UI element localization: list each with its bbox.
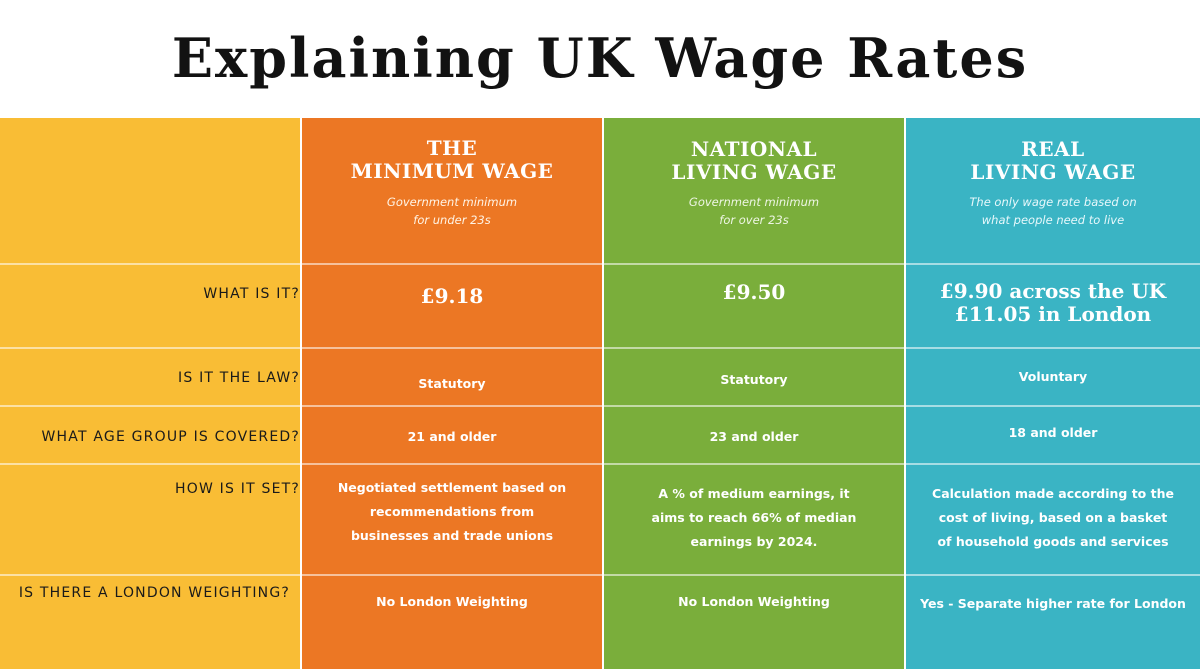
how-set-text: Negotiated settlement based on recommend… xyxy=(337,480,567,543)
row-divider xyxy=(0,405,1200,407)
how-set-text: Calculation made according to the cost o… xyxy=(932,486,1174,549)
column-subtitle-line2: for over 23s xyxy=(719,213,789,227)
rate-value-london: £11.05 in London xyxy=(954,302,1152,326)
row-divider xyxy=(0,347,1200,349)
how-set-text: A % of medium earnings, it aims to reach… xyxy=(651,486,857,549)
column-title-line2: LIVING WAGE xyxy=(671,160,837,184)
row-label-age-group: WHAT AGE GROUP IS COVERED? xyxy=(41,429,300,445)
column-subtitle-line2: for under 23s xyxy=(413,213,491,227)
law-status: Statutory xyxy=(418,376,486,391)
row-divider xyxy=(0,463,1200,465)
rate-value: £9.18 xyxy=(420,284,484,308)
law-status: Statutory xyxy=(720,372,788,387)
rate-value-uk: £9.90 across the UK xyxy=(939,279,1167,303)
row-label-column: WHAT IS IT? IS IT THE LAW? WHAT AGE GROU… xyxy=(0,118,300,669)
column-subtitle-line2: what people need to live xyxy=(981,213,1125,227)
column-subtitle-line1: Government minimum xyxy=(386,195,518,209)
national-living-wage-column: NATIONAL LIVING WAGE Government minimum … xyxy=(604,118,904,669)
row-divider xyxy=(0,574,1200,576)
column-subtitle-line1: The only wage rate based on xyxy=(969,195,1137,209)
row-divider xyxy=(0,263,1200,265)
london-weighting: No London Weighting xyxy=(678,594,830,609)
age-group: 23 and older xyxy=(709,429,799,444)
row-label-is-it-law: IS IT THE LAW? xyxy=(178,370,300,386)
row-label-london-weighting: IS THERE A LONDON WEIGHTING? xyxy=(18,585,290,601)
page-title: Explaining UK Wage Rates xyxy=(171,26,1029,90)
age-group: 21 and older xyxy=(407,429,497,444)
london-weighting: Yes - Separate higher rate for London xyxy=(920,596,1186,611)
column-title-line2: LIVING WAGE xyxy=(970,160,1136,184)
law-status: Voluntary xyxy=(1018,369,1088,384)
real-living-wage-column: REAL LIVING WAGE The only wage rate base… xyxy=(906,118,1200,669)
minimum-wage-column: THE MINIMUM WAGE Government minimum for … xyxy=(302,118,602,669)
column-title-line1: THE xyxy=(426,136,478,160)
rate-value: £9.50 xyxy=(722,280,786,304)
column-title-line1: NATIONAL xyxy=(690,137,818,161)
london-weighting: No London Weighting xyxy=(376,594,528,609)
row-label-what-is-it: WHAT IS IT? xyxy=(203,286,300,302)
column-title-line1: REAL xyxy=(1021,137,1085,161)
row-label-how-set: HOW IS IT SET? xyxy=(175,481,300,497)
column-title-line2: MINIMUM WAGE xyxy=(350,159,554,183)
age-group: 18 and older xyxy=(1008,425,1098,440)
column-subtitle-line1: Government minimum xyxy=(688,195,820,209)
